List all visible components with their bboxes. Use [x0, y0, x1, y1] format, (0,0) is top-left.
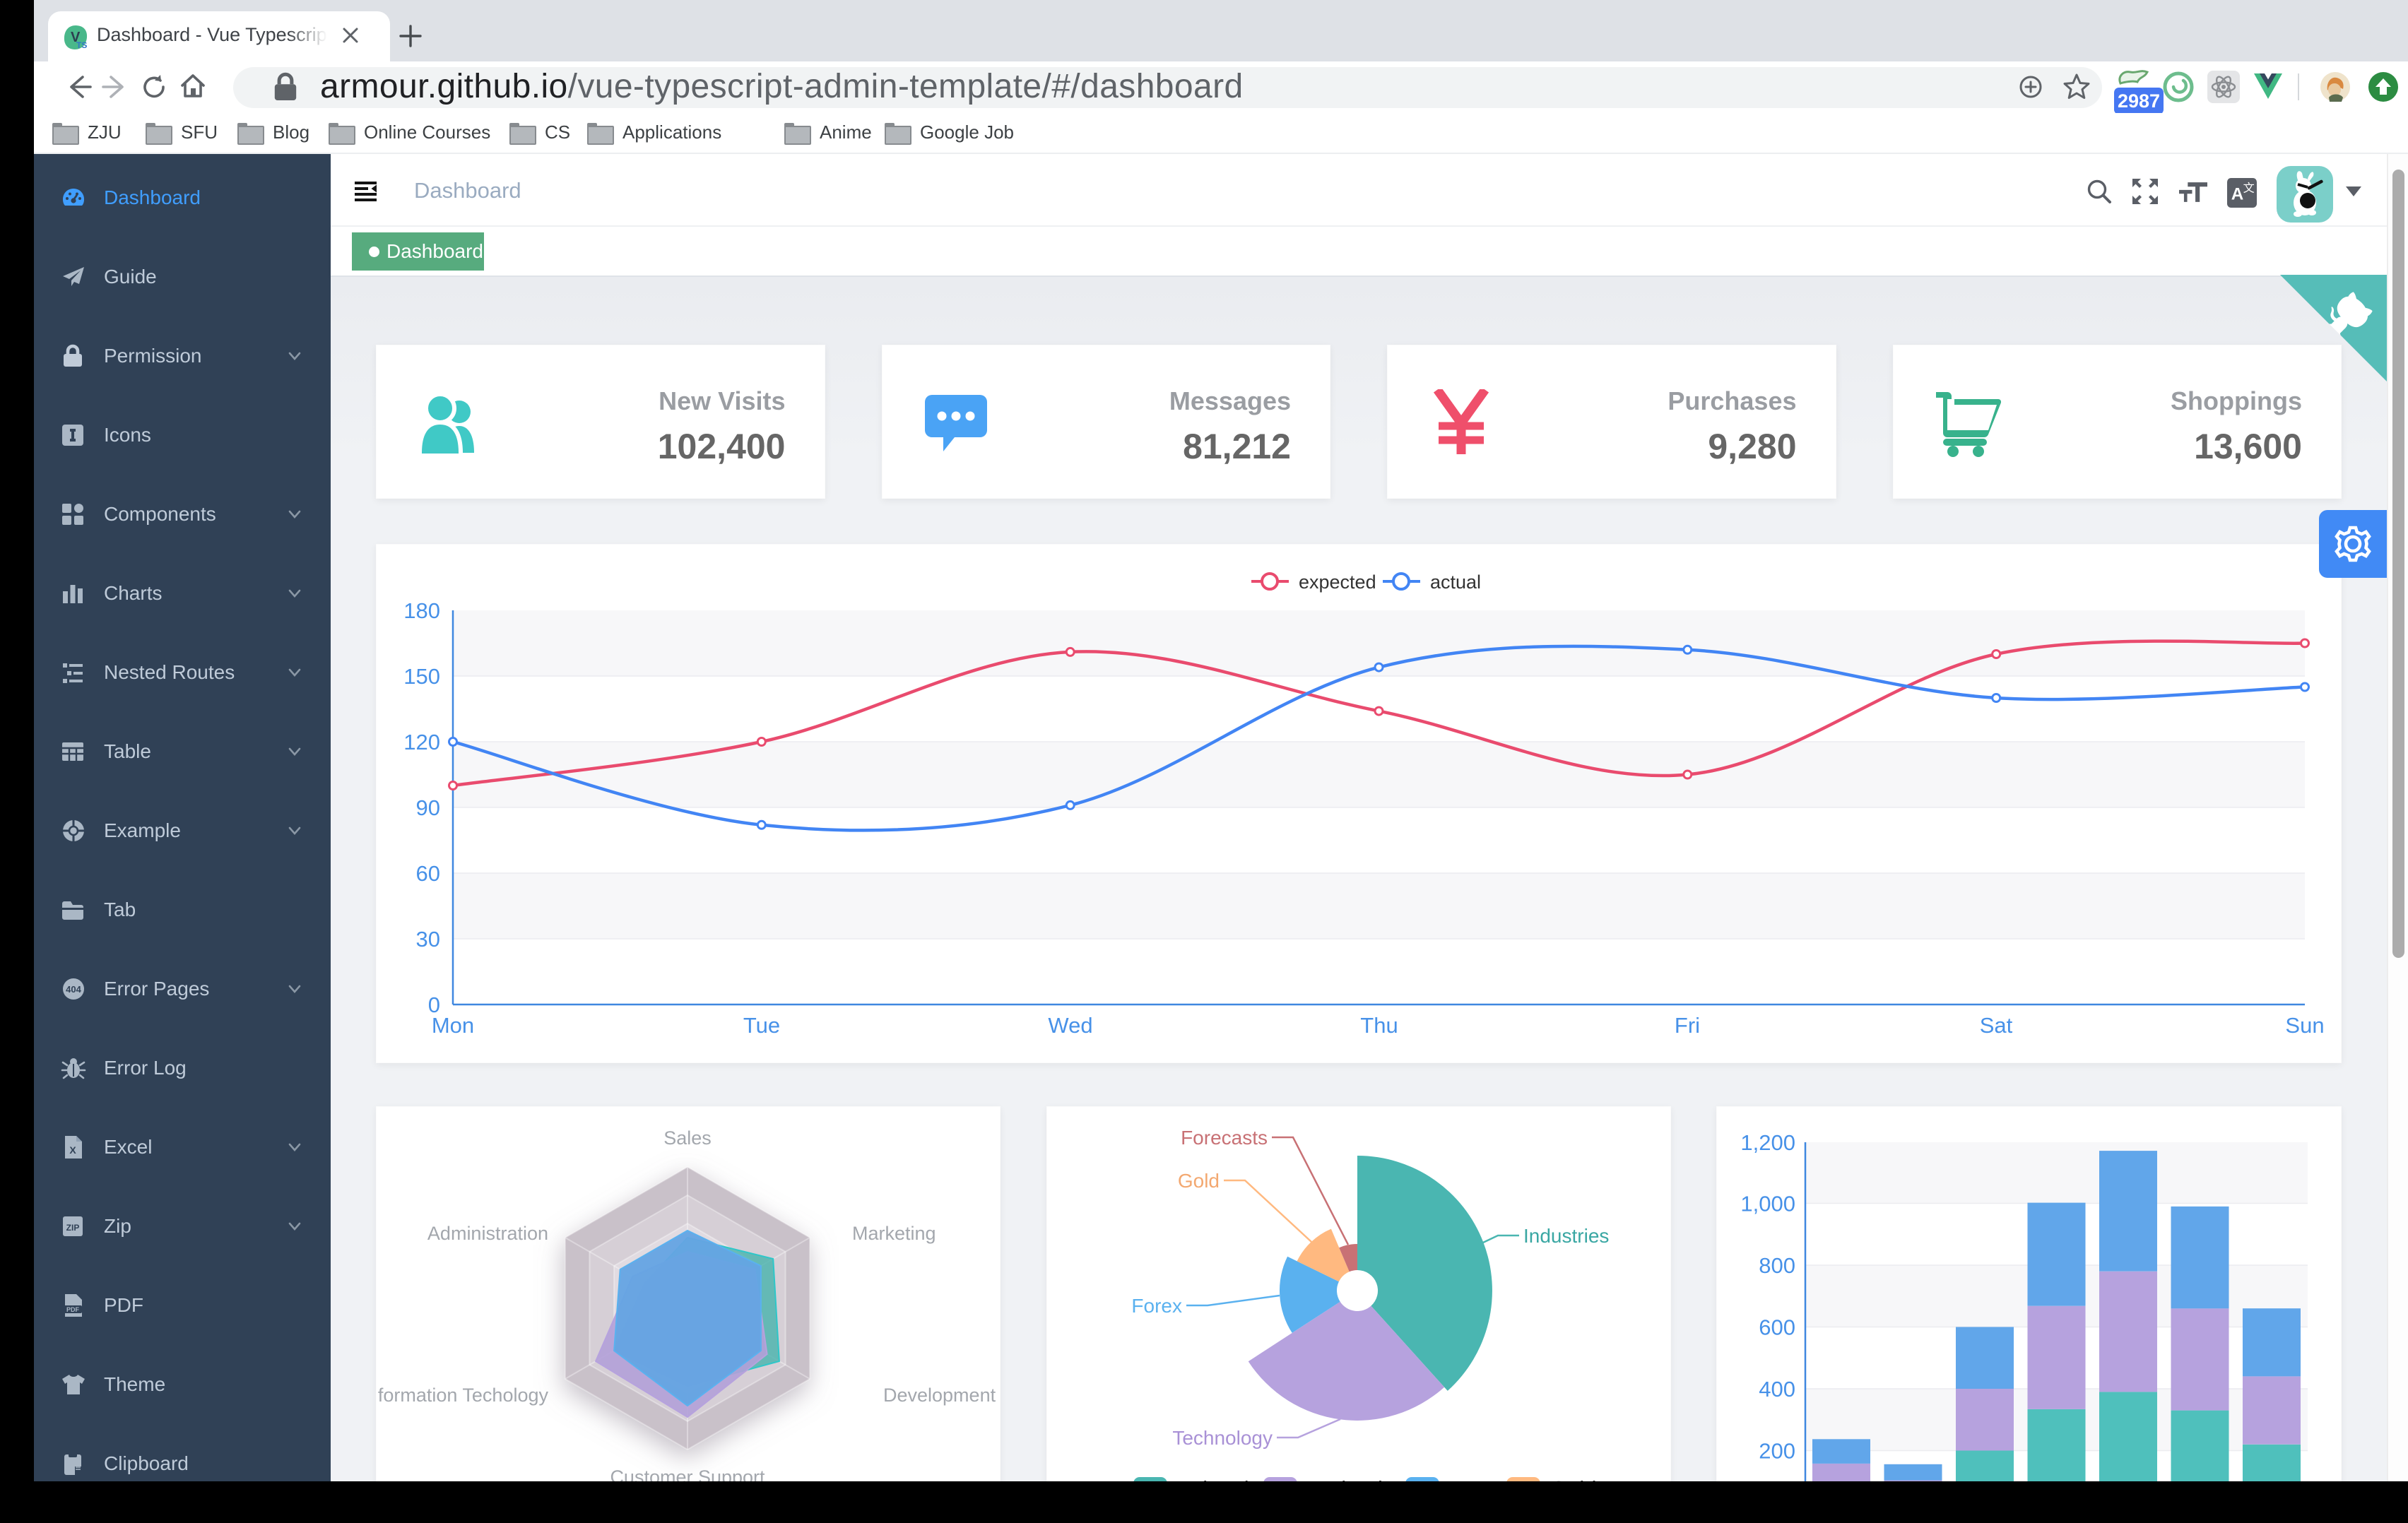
svg-text:Forecasts: Forecasts — [1181, 1127, 1268, 1149]
svg-text:Technology: Technology — [1172, 1427, 1273, 1449]
svg-text:TS: TS — [76, 40, 87, 50]
svg-text:404: 404 — [66, 984, 81, 995]
svg-text:Forex: Forex — [1131, 1295, 1182, 1317]
svg-text:600: 600 — [1759, 1315, 1795, 1340]
svg-text:X: X — [69, 1144, 76, 1156]
svg-text:V: V — [71, 30, 81, 45]
svg-text:文: 文 — [2243, 182, 2255, 194]
svg-text:ZIP: ZIP — [66, 1223, 80, 1233]
svg-text:200: 200 — [1759, 1439, 1795, 1464]
svg-text:Sales: Sales — [663, 1127, 712, 1149]
svg-text:A: A — [2231, 185, 2244, 204]
svg-text:PDF: PDF — [66, 1306, 80, 1313]
svg-text:Marketing: Marketing — [852, 1223, 936, 1244]
svg-text:Industries: Industries — [1523, 1225, 1609, 1247]
svg-text:400: 400 — [1759, 1377, 1795, 1401]
svg-text:Development: Development — [883, 1385, 996, 1406]
svg-text:Gold: Gold — [1178, 1170, 1220, 1192]
svg-text:formation Techology: formation Techology — [378, 1385, 549, 1406]
svg-text:800: 800 — [1759, 1253, 1795, 1278]
svg-text:1,200: 1,200 — [1740, 1130, 1795, 1155]
svg-text:1,000: 1,000 — [1740, 1192, 1795, 1216]
svg-text:Administration: Administration — [427, 1223, 548, 1244]
